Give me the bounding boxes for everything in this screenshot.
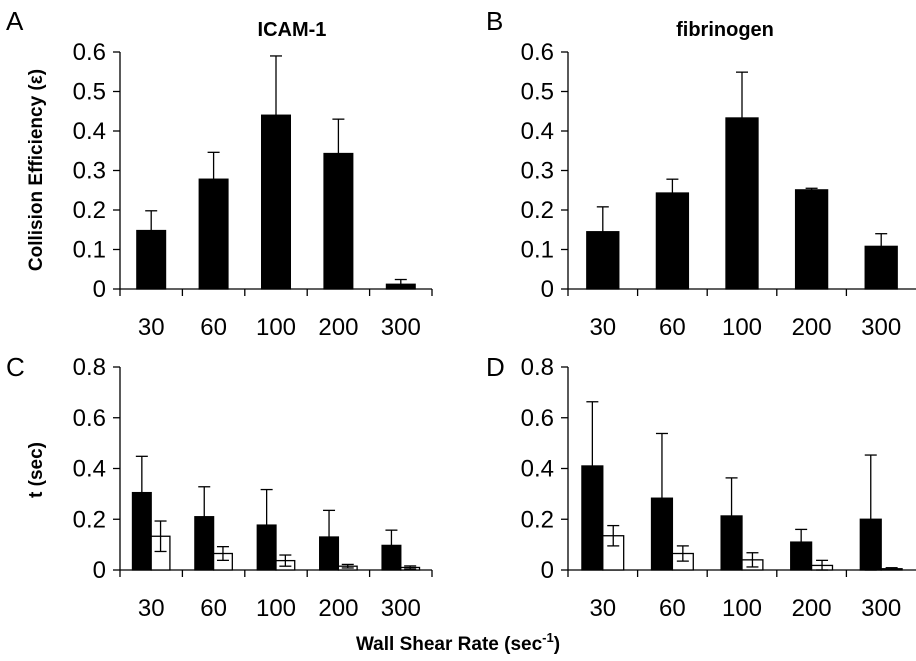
panel-b-y-tick-label: 0.1 [521,237,554,264]
panel-a-x-tick-label: 60 [200,314,227,341]
panel-a-y-tick-label: 0.4 [73,118,106,145]
panel-a-y-tick-label: 0.6 [73,39,106,66]
panel-b-x-tick-label: 100 [722,314,762,341]
panel-a-y-tick-label: 0 [93,276,106,303]
panel-a-bar [323,152,354,290]
panel-c-x-tick-label: 60 [200,595,227,622]
panel-d-y-tick-label: 0.2 [521,506,554,533]
panel-d-x-tick-label: 60 [659,595,686,622]
panel-b-letter: B [486,6,503,36]
panel-d-x-tick-label: 300 [861,595,901,622]
panel-b-bar [794,189,829,290]
panel-b-x-tick-label: 60 [659,314,686,341]
panel-b-y-tick-label: 0.3 [521,158,554,185]
panel-a-x-tick-label: 200 [318,314,358,341]
panel-c-y-tick-label: 0.6 [73,405,106,432]
panel-a-y-tick-label: 0.3 [73,158,106,185]
panel-b-y-tick-label: 0 [541,276,554,303]
panel-c-y-tick-label: 0.8 [73,354,106,381]
panel-c-x-tick-label: 30 [138,595,165,622]
panel-c-x-tick-label: 200 [318,595,358,622]
panel-c-y-tick-label: 0 [93,557,106,584]
panel-b-bar [655,192,690,290]
panel-a-bar [136,229,167,290]
panel-a-x-tick-label: 300 [381,314,421,341]
panel-a-letter: A [6,6,24,36]
panel-a-y-tick-label: 0.1 [73,237,106,264]
panel-d-y-tick-label: 0 [541,557,554,584]
panel-c-y-tick-label: 0.4 [73,456,106,483]
panel-b-x-tick-label: 200 [792,314,832,341]
panel-c-x-tick-label: 300 [381,595,421,622]
panel-d-y-tick-label: 0.8 [521,354,554,381]
panel-c: C 0 0.2 0.4 0.6 0.8 30 60 100 200 300 [6,352,433,622]
panel-a-bar [198,178,229,290]
y-axis-label-panel-c: t (sec) [26,442,47,498]
panel-b-bar [864,245,898,290]
x-axis-label: Wall Shear Rate (sec-1) [356,630,560,655]
x-axis-label-close: ) [554,634,560,655]
panel-d-x-tick-label: 100 [722,595,762,622]
panel-b-bar [586,231,620,290]
panel-d-y-tick-label: 0.4 [521,456,554,483]
panel-a-x-tick-label: 30 [138,314,165,341]
panel-d-x-tick-label: 30 [589,595,616,622]
panel-c-letter: C [6,352,25,382]
chart-panels: A ICAM-100.10.20.30.40.50.630 60 100 200 300B… [6,6,916,622]
panel-c-y-tick-label: 0.2 [73,506,106,533]
panel-b-y-tick-label: 0.6 [521,39,554,66]
panel-b-y-tick-label: 0.2 [521,197,554,224]
panel-a-title: ICAM-1 [258,19,327,41]
panel-b-x-tick-label: 30 [589,314,616,341]
panel-a-y-tick-label: 0.2 [73,197,106,224]
panel-a-bar [385,283,416,290]
panel-b-title: fibrinogen [676,19,774,41]
panel-b-x-tick-label: 300 [861,314,901,341]
panel-a-y-tick-label: 0.5 [73,79,106,106]
panel-b-bar [725,117,759,290]
panel-d-x-tick-label: 200 [792,595,832,622]
panel-b-y-tick-label: 0.4 [521,118,554,145]
panel-a-x-tick-label: 100 [256,314,296,341]
panel-d-y-tick-label: 0.6 [521,405,554,432]
panel-d-letter: D [486,352,505,382]
panel-a-bar [260,114,292,290]
panel-b-y-tick-label: 0.5 [521,79,554,106]
panel-a: A ICAM-1 0 0.1 0.2 0.3 0.4 0.5 0.6 30 60 100 200 300 [6,6,433,341]
panel-c-x-tick-label: 100 [256,595,296,622]
panel-d: D 0 0.2 0.4 0.6 0.8 30 60 100 200 300 [486,352,916,622]
x-axis-label-superscript: -1 [542,630,554,645]
x-axis-label-main: Wall Shear Rate (sec [356,634,543,655]
y-axis-label-panel-a: Collision Efficiency (ε) [26,69,47,271]
